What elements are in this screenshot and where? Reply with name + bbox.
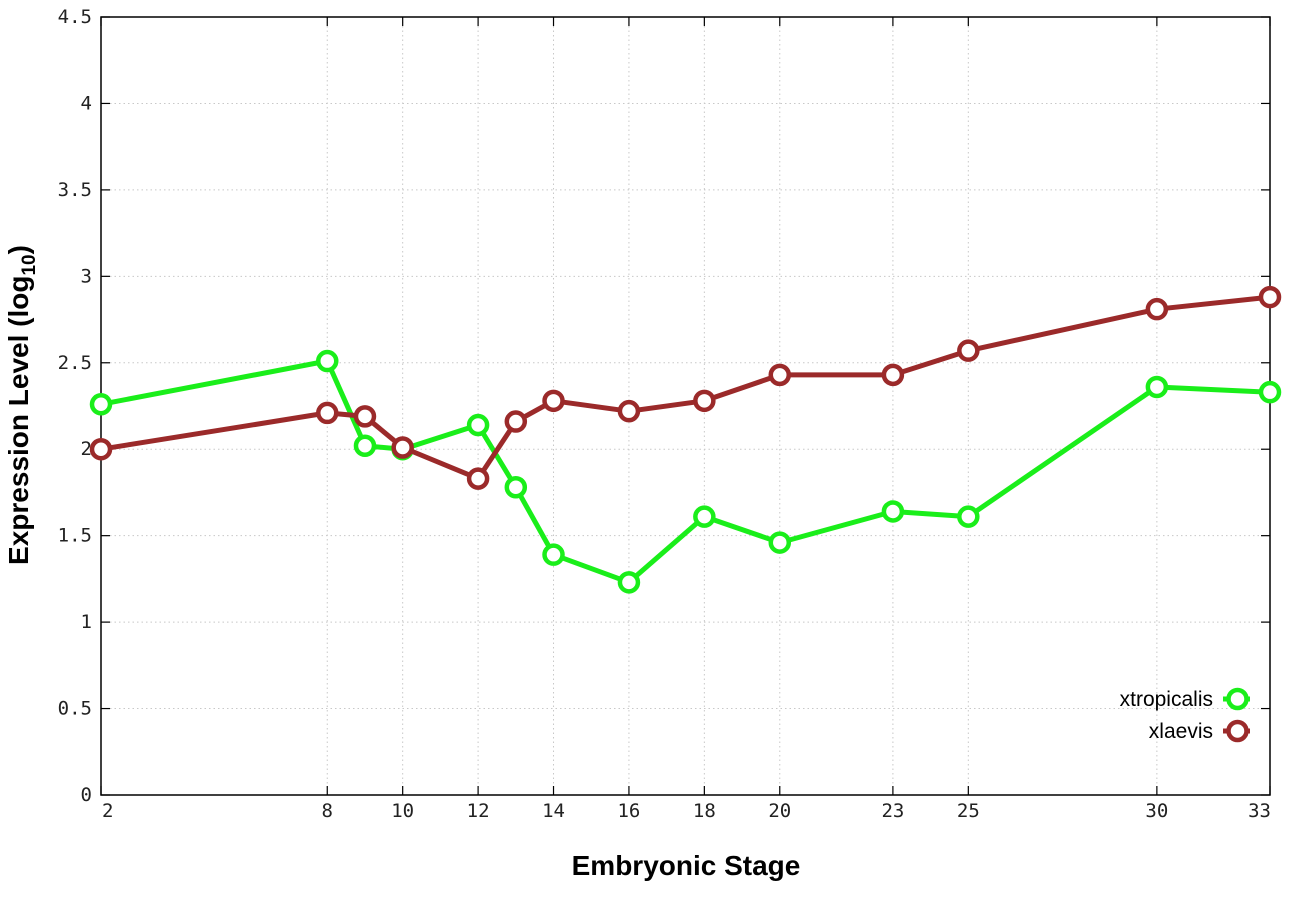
data-point-xtropicalis bbox=[542, 543, 565, 566]
x-tick-label: 18 bbox=[693, 800, 716, 822]
x-tick-label: 33 bbox=[1248, 800, 1271, 822]
axis-ticks: 0 0.5 1 1.5 2 2.5 3 3.5 4 4.5 2 8 10 12 14 16 18 20 23 25 30… bbox=[58, 6, 1271, 822]
x-tick-label: 23 bbox=[881, 800, 904, 822]
x-tick-label: 2 bbox=[102, 800, 113, 822]
data-point-xlaevis bbox=[617, 399, 641, 423]
data-point-xlaevis bbox=[1258, 285, 1282, 309]
legend: xtropicalis xlaevis bbox=[1120, 687, 1250, 743]
series-xtropicalis bbox=[89, 349, 1282, 594]
x-tick-label: 8 bbox=[322, 800, 333, 822]
data-point-xlaevis bbox=[542, 389, 565, 413]
series-layer bbox=[89, 285, 1282, 594]
x-tick-label: 12 bbox=[467, 800, 490, 822]
data-point-xtropicalis bbox=[617, 571, 641, 594]
legend-label-xtropicalis: xtropicalis bbox=[1120, 688, 1213, 711]
data-point-xlaevis bbox=[466, 467, 490, 490]
data-point-xtropicalis bbox=[881, 500, 905, 523]
series-line-xtropicalis bbox=[100, 358, 1271, 585]
y-axis-title-suffix: ) bbox=[3, 245, 34, 254]
x-tick-label: 14 bbox=[542, 800, 565, 822]
data-point-xlaevis bbox=[316, 401, 339, 425]
data-point-xlaevis bbox=[391, 436, 414, 459]
data-point-xlaevis bbox=[504, 410, 528, 433]
plot-frame bbox=[100, 16, 1271, 796]
y-tick-label: 0 bbox=[81, 784, 92, 806]
data-point-xtropicalis bbox=[1145, 375, 1169, 399]
data-point-xlaevis bbox=[768, 363, 792, 387]
legend-swatch-marker-xtropicalis bbox=[1226, 687, 1249, 711]
x-axis-title: Embryonic Stage bbox=[572, 850, 801, 881]
y-tick-label: 1 bbox=[81, 611, 92, 633]
x-tick-label: 20 bbox=[768, 800, 791, 822]
y-axis-title-subscript: 10 bbox=[19, 254, 40, 275]
data-point-xtropicalis bbox=[89, 393, 113, 416]
y-tick-label: 3 bbox=[81, 265, 92, 287]
series-xlaevis bbox=[89, 285, 1282, 490]
grid-lines bbox=[101, 17, 1270, 795]
data-point-xlaevis bbox=[693, 389, 716, 413]
data-point-xtropicalis bbox=[693, 505, 716, 528]
y-tick-label: 0.5 bbox=[58, 698, 92, 720]
x-tick-label: 16 bbox=[617, 800, 640, 822]
data-point-xtropicalis bbox=[316, 349, 339, 373]
data-point-xlaevis bbox=[353, 405, 377, 428]
legend-swatch-marker-xlaevis bbox=[1226, 719, 1249, 743]
x-tick-label: 25 bbox=[957, 800, 980, 822]
y-tick-label: 1.5 bbox=[58, 525, 92, 547]
data-point-xtropicalis bbox=[768, 531, 792, 554]
y-tick-label: 4 bbox=[81, 92, 92, 114]
data-point-xtropicalis bbox=[504, 476, 528, 499]
y-axis-title: Expression Level (log10) bbox=[3, 245, 40, 565]
y-axis-title-main: Expression Level (log bbox=[3, 276, 34, 565]
data-point-xlaevis bbox=[881, 363, 905, 387]
y-tick-label: 2.5 bbox=[58, 352, 92, 374]
data-point-xtropicalis bbox=[957, 505, 980, 528]
data-point-xtropicalis bbox=[466, 413, 490, 437]
data-point-xlaevis bbox=[1145, 297, 1169, 321]
data-point-xlaevis bbox=[89, 437, 113, 461]
data-point-xlaevis bbox=[957, 339, 980, 362]
data-point-xtropicalis bbox=[353, 434, 377, 458]
x-tick-label: 10 bbox=[391, 800, 414, 822]
legend-label-xlaevis: xlaevis bbox=[1149, 720, 1213, 743]
y-tick-label: 4.5 bbox=[58, 6, 92, 28]
x-tick-label: 30 bbox=[1145, 800, 1168, 822]
y-tick-label: 3.5 bbox=[58, 179, 92, 201]
series-line-xlaevis bbox=[100, 294, 1271, 482]
data-point-xtropicalis bbox=[1258, 380, 1282, 404]
y-tick-label: 2 bbox=[81, 438, 92, 460]
